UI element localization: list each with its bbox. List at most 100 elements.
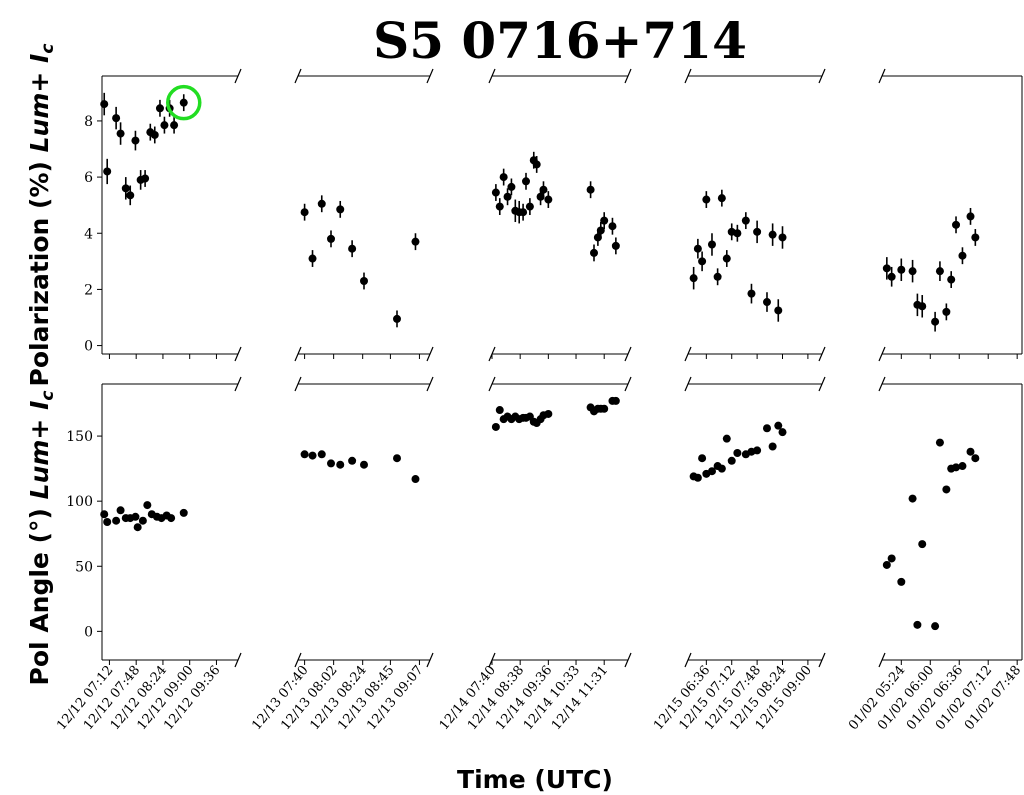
- axis-break-mark: [426, 652, 434, 668]
- y-tick-label: 100: [66, 494, 93, 510]
- data-point: [590, 248, 598, 257]
- data-point: [733, 449, 742, 457]
- data-point: [707, 467, 716, 476]
- axis-break-mark: [294, 346, 302, 362]
- data-point: [308, 254, 317, 263]
- data-point: [966, 447, 975, 456]
- data-point: [762, 298, 771, 307]
- data-point: [966, 212, 975, 221]
- data-point: [308, 451, 317, 460]
- panel-2-polarization: [294, 68, 434, 362]
- data-point: [167, 514, 176, 523]
- data-point: [931, 622, 940, 631]
- data-point: [762, 424, 771, 433]
- data-point: [126, 191, 135, 200]
- data-point: [491, 188, 500, 197]
- data-point: [774, 306, 783, 315]
- data-point: [882, 560, 891, 569]
- data-point: [897, 265, 906, 274]
- data-point: [611, 396, 620, 405]
- y-label-subscript: c: [38, 391, 58, 401]
- data-point: [935, 438, 944, 447]
- y-tick-label: 0: [84, 624, 93, 640]
- data-point: [411, 237, 420, 246]
- data-point: [768, 442, 777, 451]
- data-point: [499, 173, 508, 182]
- data-point: [100, 510, 109, 519]
- y-label-main: Pol Angle (°): [25, 499, 54, 685]
- highlight-ring: [165, 84, 202, 121]
- axis-break-mark: [878, 376, 886, 392]
- y-label-main: Polarization (%): [25, 152, 54, 386]
- data-point: [112, 114, 121, 123]
- data-point: [698, 257, 707, 266]
- y-label-subscript: c: [38, 44, 58, 54]
- data-point: [143, 501, 152, 510]
- data-point: [693, 473, 702, 482]
- data-point: [131, 136, 140, 145]
- data-point: [525, 202, 534, 211]
- data-point: [935, 267, 944, 276]
- data-point: [689, 274, 698, 283]
- x-axis-label: Time (UTC): [457, 765, 613, 794]
- data-point: [717, 464, 726, 473]
- data-point: [360, 276, 368, 285]
- data-point: [600, 216, 609, 225]
- data-point: [522, 177, 530, 186]
- data-point: [348, 244, 357, 253]
- axis-break-mark: [426, 346, 434, 362]
- axis-break-mark: [818, 346, 826, 362]
- data-point: [741, 216, 750, 225]
- data-point: [702, 195, 711, 204]
- data-point: [717, 194, 726, 203]
- data-point: [393, 314, 401, 323]
- y-tick-label: 150: [66, 429, 93, 445]
- data-point: [327, 234, 335, 243]
- data-point: [733, 229, 742, 238]
- axis-break-mark: [234, 652, 242, 668]
- data-point: [952, 463, 961, 472]
- data-point: [908, 267, 917, 276]
- data-point: [507, 182, 516, 191]
- y-axis-label-pol-angle: Pol Angle (°) Lum+ Ic: [25, 391, 58, 686]
- data-point: [411, 475, 420, 484]
- data-point: [300, 208, 309, 217]
- data-point: [116, 506, 125, 515]
- data-point: [532, 160, 541, 169]
- y-label-italic: Lum+ I: [25, 54, 54, 153]
- data-point: [495, 202, 504, 211]
- data-point: [918, 302, 927, 311]
- axis-break-mark: [234, 68, 242, 84]
- y-axis-title-polarization: Polarization (%) Lum+ Ic: [25, 44, 58, 387]
- data-point: [133, 523, 142, 532]
- data-point: [774, 421, 783, 430]
- axis-break-mark: [878, 346, 886, 362]
- axis-break-mark: [624, 346, 632, 362]
- axis-break-mark: [294, 376, 302, 392]
- data-point: [141, 174, 150, 183]
- axis-break-mark: [684, 346, 692, 362]
- axis-break-mark: [426, 376, 434, 392]
- data-point: [170, 121, 179, 130]
- data-point: [116, 129, 125, 138]
- data-point: [103, 167, 112, 176]
- axis-break-mark: [684, 68, 692, 84]
- data-point: [586, 185, 595, 194]
- data-point: [942, 307, 951, 316]
- data-point: [693, 244, 702, 253]
- data-point: [727, 456, 736, 465]
- data-point: [971, 454, 980, 463]
- panel-5-polarization: [878, 68, 1023, 362]
- y-label-italic: Lum+ I: [25, 401, 54, 500]
- data-point: [544, 409, 553, 418]
- y-tick-label: 2: [84, 282, 93, 298]
- data-point: [897, 577, 906, 586]
- axis-break-mark: [624, 652, 632, 668]
- axis-break-mark: [294, 652, 302, 668]
